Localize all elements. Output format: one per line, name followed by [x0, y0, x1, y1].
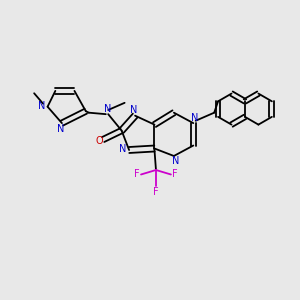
Text: F: F	[172, 169, 178, 179]
Text: N: N	[104, 104, 111, 114]
Text: N: N	[38, 101, 45, 111]
Text: N: N	[119, 144, 126, 154]
Text: O: O	[95, 136, 103, 146]
Text: N: N	[191, 113, 199, 123]
Text: N: N	[130, 105, 137, 115]
Text: F: F	[153, 187, 159, 197]
Text: N: N	[57, 124, 64, 134]
Text: F: F	[134, 169, 140, 179]
Text: N: N	[172, 156, 179, 166]
